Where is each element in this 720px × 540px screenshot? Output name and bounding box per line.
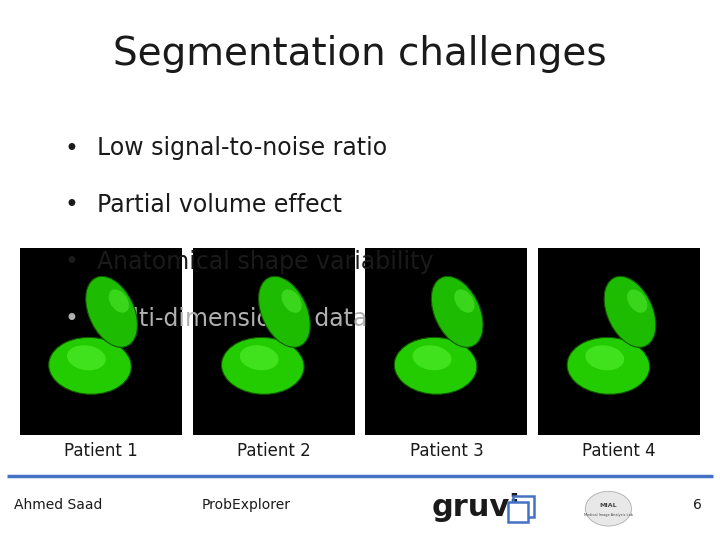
Text: Segmentation challenges: Segmentation challenges bbox=[113, 35, 607, 73]
Ellipse shape bbox=[585, 345, 624, 370]
Text: Medical Image Analysis Lab: Medical Image Analysis Lab bbox=[584, 513, 633, 517]
Ellipse shape bbox=[67, 345, 106, 370]
Ellipse shape bbox=[222, 338, 304, 394]
Text: gruvi: gruvi bbox=[432, 493, 521, 522]
Text: •: • bbox=[65, 307, 78, 330]
Ellipse shape bbox=[454, 289, 474, 313]
Text: •: • bbox=[65, 193, 78, 217]
Ellipse shape bbox=[413, 345, 451, 370]
Text: •: • bbox=[65, 137, 78, 160]
Text: Low signal-to-noise ratio: Low signal-to-noise ratio bbox=[97, 137, 387, 160]
Bar bbox=[192, 248, 354, 435]
Ellipse shape bbox=[109, 289, 129, 313]
Text: ProbExplorer: ProbExplorer bbox=[202, 498, 291, 512]
Ellipse shape bbox=[567, 338, 649, 394]
Bar bbox=[508, 502, 528, 522]
Text: Patient 4: Patient 4 bbox=[582, 442, 656, 460]
Ellipse shape bbox=[86, 276, 138, 347]
Text: •: • bbox=[65, 250, 78, 274]
Text: 6: 6 bbox=[693, 498, 702, 512]
Bar bbox=[19, 248, 181, 435]
Text: Ahmed Saad: Ahmed Saad bbox=[14, 498, 103, 512]
Ellipse shape bbox=[431, 276, 483, 347]
Ellipse shape bbox=[604, 276, 656, 347]
Bar bbox=[365, 248, 527, 435]
Ellipse shape bbox=[282, 289, 302, 313]
Ellipse shape bbox=[49, 338, 131, 394]
Text: Multi-dimensional data: Multi-dimensional data bbox=[97, 307, 368, 330]
Text: MIAL: MIAL bbox=[600, 503, 617, 509]
Ellipse shape bbox=[395, 338, 477, 394]
Bar bbox=[513, 496, 534, 517]
Text: Patient 2: Patient 2 bbox=[237, 442, 310, 460]
Text: Patient 1: Patient 1 bbox=[64, 442, 138, 460]
Ellipse shape bbox=[240, 345, 279, 370]
Ellipse shape bbox=[627, 289, 647, 313]
Circle shape bbox=[585, 491, 631, 526]
Ellipse shape bbox=[258, 276, 310, 347]
Text: Anatomical shape variability: Anatomical shape variability bbox=[97, 250, 433, 274]
Text: Partial volume effect: Partial volume effect bbox=[97, 193, 342, 217]
Bar bbox=[538, 248, 700, 435]
Text: Patient 3: Patient 3 bbox=[410, 442, 483, 460]
